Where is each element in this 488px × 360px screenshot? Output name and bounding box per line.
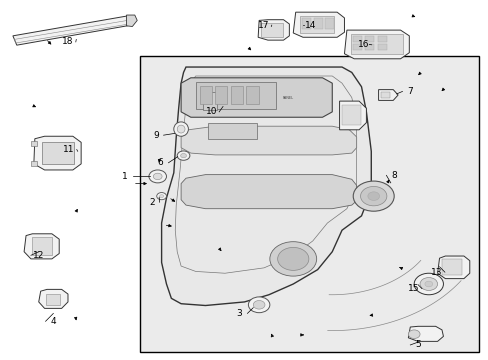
- Text: 16: 16: [358, 40, 369, 49]
- Circle shape: [277, 247, 308, 270]
- Circle shape: [149, 170, 166, 183]
- Bar: [325, 18, 333, 30]
- Polygon shape: [344, 30, 408, 59]
- Bar: [207, 123, 256, 139]
- Circle shape: [153, 173, 162, 180]
- Bar: [442, 259, 461, 275]
- Text: 4: 4: [50, 317, 56, 326]
- Text: 2: 2: [149, 198, 154, 207]
- Bar: [302, 18, 310, 30]
- Polygon shape: [293, 12, 344, 37]
- Bar: [300, 16, 333, 33]
- Circle shape: [424, 281, 432, 287]
- Bar: [352, 44, 361, 50]
- Bar: [261, 23, 283, 37]
- Polygon shape: [181, 126, 356, 155]
- Bar: [31, 141, 37, 146]
- Polygon shape: [181, 175, 356, 209]
- Bar: [230, 86, 243, 104]
- Bar: [341, 105, 360, 126]
- Ellipse shape: [173, 122, 188, 136]
- Polygon shape: [161, 67, 370, 306]
- Ellipse shape: [177, 125, 184, 133]
- Bar: [350, 34, 403, 54]
- Polygon shape: [258, 20, 289, 40]
- Circle shape: [180, 153, 186, 158]
- Circle shape: [407, 330, 419, 338]
- Text: 17: 17: [258, 21, 269, 30]
- Circle shape: [419, 278, 437, 291]
- Text: 10: 10: [205, 107, 217, 116]
- Bar: [32, 237, 52, 255]
- Text: 13: 13: [430, 268, 442, 277]
- Circle shape: [157, 193, 166, 200]
- Text: 3: 3: [236, 309, 242, 318]
- Bar: [313, 18, 322, 30]
- Text: 1: 1: [122, 172, 128, 181]
- Bar: [45, 294, 60, 305]
- Bar: [195, 82, 276, 109]
- Circle shape: [177, 151, 189, 160]
- Text: 11: 11: [63, 145, 75, 154]
- Bar: [380, 92, 389, 98]
- Bar: [246, 86, 258, 104]
- Text: 5: 5: [414, 341, 420, 350]
- Circle shape: [269, 242, 316, 276]
- Bar: [377, 36, 386, 41]
- Circle shape: [248, 297, 269, 313]
- Text: 7: 7: [407, 87, 412, 96]
- Circle shape: [253, 301, 264, 309]
- Bar: [203, 92, 216, 110]
- Text: PANEL: PANEL: [282, 96, 293, 100]
- Polygon shape: [181, 78, 331, 117]
- Polygon shape: [13, 16, 131, 45]
- Polygon shape: [24, 234, 59, 259]
- Circle shape: [360, 186, 386, 206]
- Bar: [377, 44, 386, 50]
- Bar: [365, 44, 373, 50]
- Bar: [352, 36, 361, 41]
- Text: 6: 6: [158, 158, 163, 167]
- Text: 18: 18: [62, 37, 74, 46]
- Circle shape: [367, 192, 379, 201]
- Circle shape: [352, 181, 393, 211]
- Text: 8: 8: [390, 171, 396, 180]
- Text: 9: 9: [153, 131, 158, 140]
- Polygon shape: [437, 256, 469, 279]
- Bar: [140, 56, 478, 352]
- Text: 12: 12: [33, 251, 44, 260]
- Bar: [199, 86, 211, 104]
- Polygon shape: [407, 326, 443, 341]
- Polygon shape: [39, 289, 68, 309]
- Polygon shape: [339, 101, 366, 130]
- Polygon shape: [378, 90, 397, 100]
- Bar: [42, 142, 74, 163]
- Text: 14: 14: [305, 21, 316, 30]
- Circle shape: [159, 195, 163, 198]
- Bar: [31, 161, 37, 166]
- Text: 15: 15: [407, 284, 419, 293]
- Polygon shape: [126, 15, 137, 27]
- Polygon shape: [34, 136, 81, 170]
- Bar: [365, 36, 373, 41]
- Circle shape: [413, 273, 443, 295]
- Bar: [215, 86, 227, 104]
